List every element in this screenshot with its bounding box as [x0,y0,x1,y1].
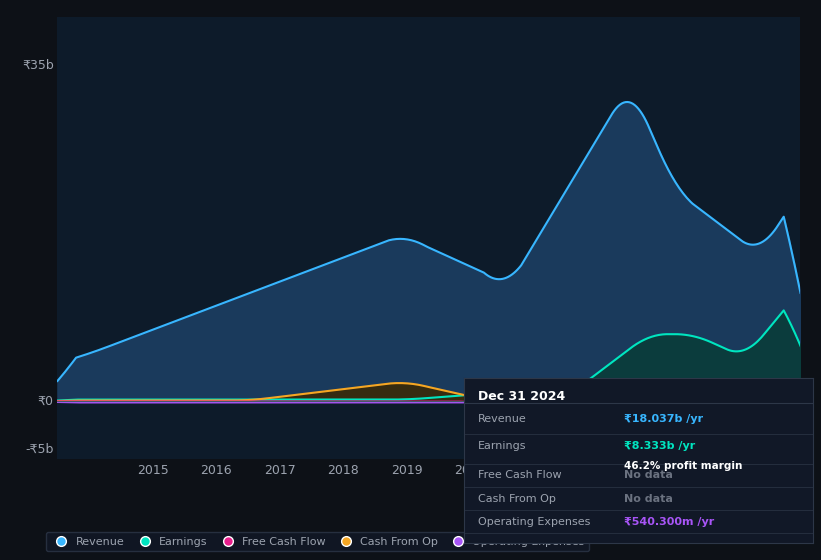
Text: Earnings: Earnings [478,441,526,451]
Text: Dec 31 2024: Dec 31 2024 [478,390,565,403]
Text: No data: No data [624,493,673,503]
Text: ₹0: ₹0 [38,395,53,408]
Text: Cash From Op: Cash From Op [478,493,556,503]
Text: Operating Expenses: Operating Expenses [478,517,590,527]
Text: No data: No data [624,470,673,480]
Text: ₹35b: ₹35b [22,58,53,71]
Text: ₹540.300m /yr: ₹540.300m /yr [624,517,714,527]
Text: -₹5b: -₹5b [25,443,53,456]
Text: ₹18.037b /yr: ₹18.037b /yr [624,414,704,424]
Legend: Revenue, Earnings, Free Cash Flow, Cash From Op, Operating Expenses: Revenue, Earnings, Free Cash Flow, Cash … [46,532,589,551]
Text: 46.2% profit margin: 46.2% profit margin [624,460,743,470]
Text: ₹8.333b /yr: ₹8.333b /yr [624,441,695,451]
Text: Revenue: Revenue [478,414,526,424]
Text: Free Cash Flow: Free Cash Flow [478,470,562,480]
